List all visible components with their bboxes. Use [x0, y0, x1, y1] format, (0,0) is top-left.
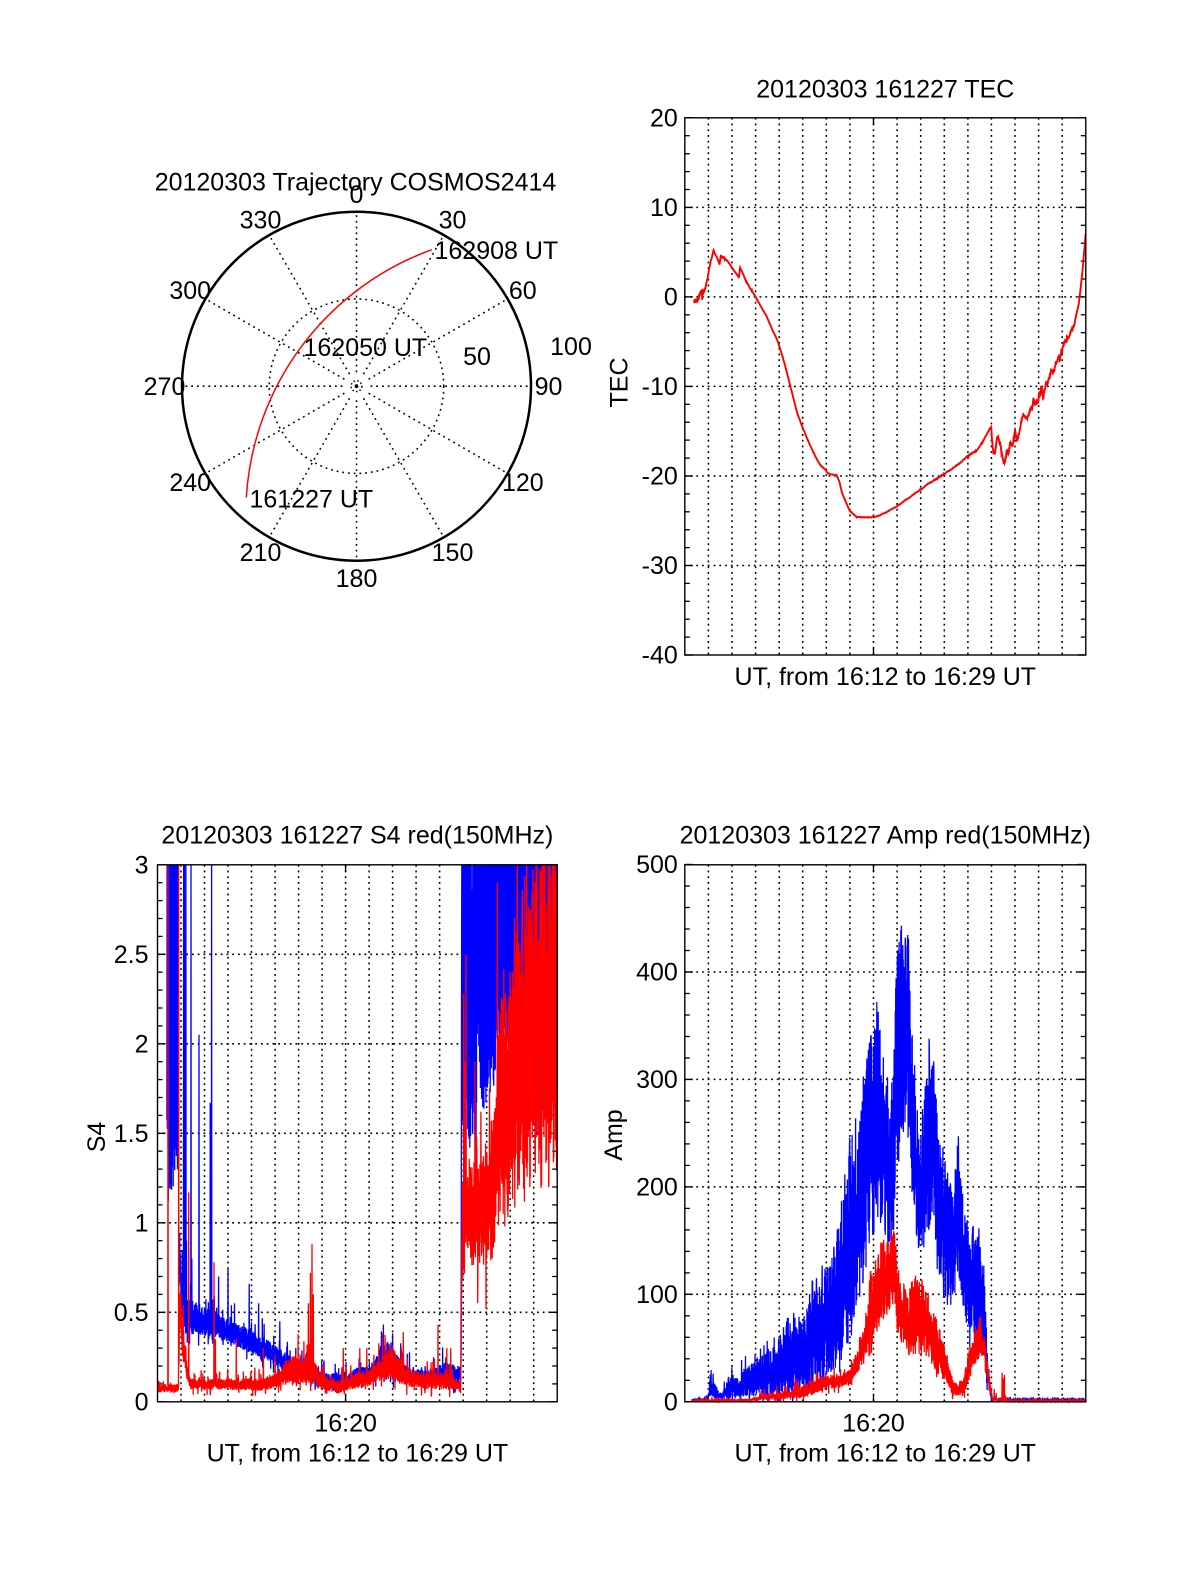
svg-text:180: 180	[336, 565, 378, 593]
svg-text:0: 0	[664, 284, 678, 312]
svg-text:0: 0	[664, 1388, 678, 1416]
svg-text:50: 50	[463, 343, 491, 371]
svg-text:100: 100	[550, 333, 592, 361]
svg-text:20120303 161227 TEC: 20120303 161227 TEC	[756, 76, 1014, 104]
svg-text:200: 200	[636, 1174, 678, 1202]
svg-text:162908 UT: 162908 UT	[435, 237, 559, 265]
svg-text:90: 90	[535, 373, 563, 401]
svg-text:60: 60	[509, 277, 537, 305]
svg-text:0: 0	[350, 181, 364, 209]
svg-text:UT, from 16:12 to 16:29 UT: UT, from 16:12 to 16:29 UT	[735, 663, 1037, 691]
svg-text:3: 3	[135, 851, 149, 879]
svg-text:150: 150	[432, 539, 474, 567]
svg-text:30: 30	[439, 207, 467, 235]
svg-text:Amp: Amp	[600, 1109, 628, 1160]
svg-text:500: 500	[636, 851, 678, 879]
svg-text:20: 20	[650, 104, 678, 132]
svg-text:16:20: 16:20	[842, 1410, 905, 1438]
svg-text:-20: -20	[642, 463, 678, 491]
svg-text:S4: S4	[83, 1122, 111, 1153]
svg-text:1: 1	[135, 1209, 149, 1237]
svg-text:400: 400	[636, 959, 678, 987]
svg-text:100: 100	[636, 1281, 678, 1309]
svg-text:161227 UT: 161227 UT	[250, 485, 374, 513]
svg-text:16:20: 16:20	[314, 1410, 377, 1438]
svg-text:2: 2	[135, 1030, 149, 1058]
svg-text:0.5: 0.5	[114, 1299, 149, 1327]
svg-text:20120303 161227 Amp red(150MHz: 20120303 161227 Amp red(150MHz)	[680, 822, 1091, 850]
svg-text:10: 10	[650, 194, 678, 222]
svg-text:240: 240	[169, 469, 211, 497]
svg-text:TEC: TEC	[606, 358, 634, 408]
svg-text:210: 210	[240, 539, 282, 567]
svg-text:-10: -10	[642, 373, 678, 401]
svg-text:UT, from 16:12 to 16:29 UT: UT, from 16:12 to 16:29 UT	[735, 1440, 1037, 1468]
svg-text:0: 0	[135, 1388, 149, 1416]
svg-text:120: 120	[502, 469, 544, 497]
svg-text:2.5: 2.5	[114, 941, 149, 969]
svg-text:20120303 Trajectory COSMOS2414: 20120303 Trajectory COSMOS2414	[155, 169, 557, 197]
svg-text:-30: -30	[642, 552, 678, 580]
svg-text:162050 UT: 162050 UT	[304, 334, 428, 362]
svg-text:330: 330	[240, 207, 282, 235]
svg-text:300: 300	[636, 1066, 678, 1094]
svg-text:270: 270	[144, 373, 186, 401]
svg-text:UT, from 16:12 to 16:29 UT: UT, from 16:12 to 16:29 UT	[207, 1440, 509, 1468]
svg-text:300: 300	[169, 277, 211, 305]
svg-text:1.5: 1.5	[114, 1120, 149, 1148]
svg-text:-40: -40	[642, 642, 678, 670]
svg-text:20120303 161227 S4 red(150MHz): 20120303 161227 S4 red(150MHz)	[161, 822, 553, 850]
